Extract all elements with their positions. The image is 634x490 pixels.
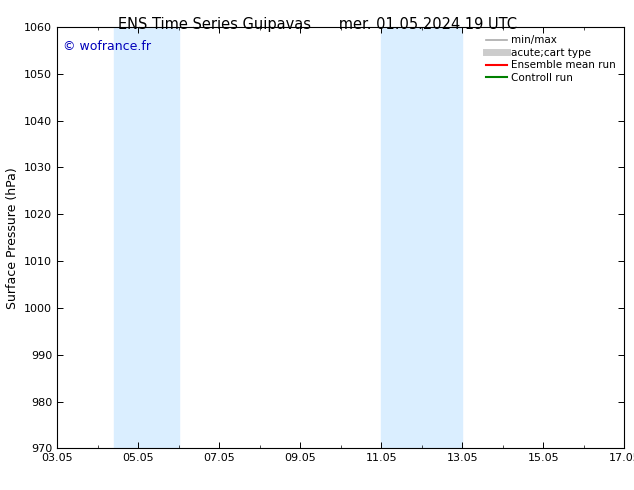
Bar bbox=[381, 27, 462, 448]
Legend: min/max, acute;cart type, Ensemble mean run, Controll run: min/max, acute;cart type, Ensemble mean … bbox=[483, 32, 619, 86]
Y-axis label: Surface Pressure (hPa): Surface Pressure (hPa) bbox=[6, 167, 18, 309]
Text: © wofrance.fr: © wofrance.fr bbox=[63, 40, 151, 52]
Text: ENS Time Series Guipavas      mer. 01.05.2024 19 UTC: ENS Time Series Guipavas mer. 01.05.2024… bbox=[117, 17, 517, 32]
Bar bbox=[114, 27, 179, 448]
